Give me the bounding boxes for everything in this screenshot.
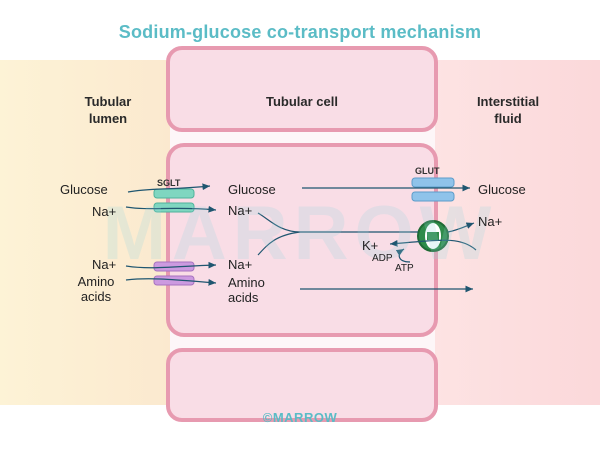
region-label-interstitial-line1: Interstitial <box>476 94 540 109</box>
pump-atp-label: ATP <box>395 263 414 274</box>
lumen-na-top-label: Na+ <box>92 204 117 219</box>
interstitial-fluid-region <box>435 60 600 405</box>
region-label-lumen-line2: lumen <box>88 111 128 126</box>
region-label-lumen-line1: Tubular <box>84 94 132 109</box>
cell-amino-label: Amino acids <box>228 275 265 305</box>
sglt-transporter-bottom <box>153 202 195 213</box>
cell-amino-line2: acids <box>228 290 259 305</box>
watermark: MARROW <box>102 191 498 276</box>
upper-cell <box>166 46 438 132</box>
pump-k-label: K+ <box>362 238 379 253</box>
interstitial-glucose-label: Glucose <box>478 182 526 197</box>
tubular-lumen-region <box>0 60 170 405</box>
amino-acid-arrow <box>125 278 217 286</box>
lower-cell <box>166 348 438 422</box>
region-label-lumen: Tubular lumen <box>58 93 158 127</box>
interstitial-na-label: Na+ <box>478 214 503 229</box>
lumen-amino-label: Amino acids <box>70 274 122 304</box>
na-amino-arrow <box>125 261 217 269</box>
diagram-title: Sodium-glucose co-transport mechanism <box>118 22 482 42</box>
na-bottom-to-pump-path <box>257 231 301 256</box>
footer-copyright: ©MARROW <box>262 410 338 425</box>
lumen-amino-line2: acids <box>80 289 112 304</box>
region-label-cell: Tubular cell <box>266 94 338 109</box>
amino-transporter-bottom <box>153 275 195 286</box>
cell-glucose-label: Glucose <box>228 182 276 197</box>
cell-amino-line1: Amino <box>228 275 265 290</box>
sglt-label: SGLT <box>157 178 181 188</box>
cell-na-bottom-label: Na+ <box>228 257 253 272</box>
lumen-glucose-label: Glucose <box>60 182 108 197</box>
region-label-interstitial: Interstitial fluid <box>448 93 568 127</box>
atp-adp-arrow <box>395 248 411 263</box>
na-sglt-arrow <box>125 205 217 213</box>
cell-na-top-label: Na+ <box>228 203 253 218</box>
k-in-arrow <box>389 239 477 251</box>
lumen-amino-line1: Amino <box>77 274 115 289</box>
glut-transporter-bottom <box>411 191 455 202</box>
pump-adp-label: ADP <box>372 253 393 264</box>
region-label-interstitial-line2: fluid <box>494 111 522 126</box>
lumen-na-bottom-label: Na+ <box>92 257 117 272</box>
glucose-sglt-arrow <box>127 183 211 193</box>
glut-label: GLUT <box>415 166 440 176</box>
na-pump-out-arrow <box>447 222 475 233</box>
glut-transporter-top <box>411 177 455 188</box>
na-k-pump-core <box>427 232 439 240</box>
